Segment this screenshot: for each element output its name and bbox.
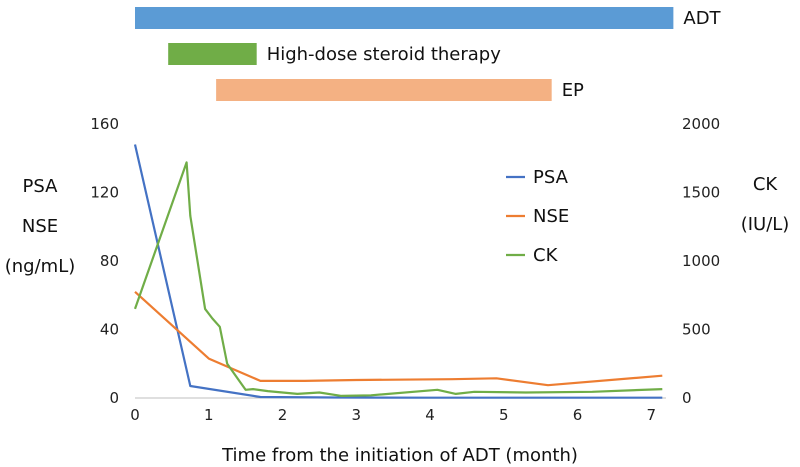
series-line-nse xyxy=(134,290,663,387)
x-tick-label: 1 xyxy=(204,406,214,424)
y-right-axis-title: (IU/L) xyxy=(741,214,790,235)
legend-label: NSE xyxy=(533,206,569,227)
y-right-tick-label: 2000 xyxy=(682,115,720,133)
y-left-axis-title: NSE xyxy=(22,216,58,237)
axes: 0 1 2 3 4 5 6 7 0 40 80 120 160 0 500 1000 1500 2000 xyxy=(90,115,720,424)
treatment-bars: ADT High-dose steroid therapy EP xyxy=(135,7,722,101)
legend-label: CK xyxy=(533,245,559,266)
x-tick-label: 6 xyxy=(573,406,583,424)
y-right-tick-label: 500 xyxy=(682,321,711,339)
series-line-ck xyxy=(133,161,663,397)
y-left-axis-title: PSA xyxy=(23,176,59,197)
legend-label: PSA xyxy=(533,167,569,188)
axis-labels: Time from the initiation of ADT (month) P… xyxy=(5,174,790,466)
y-right-tick-label: 1500 xyxy=(682,184,720,202)
y-left-axis-title: (ng/mL) xyxy=(5,256,76,277)
treatment-bar-label: EP xyxy=(562,80,584,101)
x-tick-label: 2 xyxy=(278,406,288,424)
y-right-axis-title: CK xyxy=(753,174,779,195)
x-tick-label: 5 xyxy=(499,406,509,424)
y-left-tick-label: 80 xyxy=(100,252,119,270)
y-left-tick-label: 120 xyxy=(90,184,119,202)
x-tick-label: 4 xyxy=(425,406,435,424)
treatment-bar-1 xyxy=(135,7,674,29)
plot-area xyxy=(133,144,663,399)
y-left-tick-label: 40 xyxy=(100,321,119,339)
y-left-tick-label: 0 xyxy=(109,389,119,407)
x-axis-title: Time from the initiation of ADT (month) xyxy=(221,445,578,466)
legend: PSA NSE CK xyxy=(506,167,569,266)
series-line-psa xyxy=(133,144,663,399)
y-right-tick-label: 0 xyxy=(682,389,692,407)
y-right-tick-label: 1000 xyxy=(682,252,720,270)
treatment-bar-label: ADT xyxy=(683,8,721,29)
treatment-bar-3 xyxy=(216,79,552,101)
treatment-bar-2 xyxy=(168,43,257,65)
treatment-bar-label: High-dose steroid therapy xyxy=(267,44,502,65)
x-tick-label: 0 xyxy=(130,406,140,424)
y-left-tick-label: 160 xyxy=(90,115,119,133)
x-tick-label: 3 xyxy=(351,406,361,424)
x-tick-label: 7 xyxy=(646,406,656,424)
